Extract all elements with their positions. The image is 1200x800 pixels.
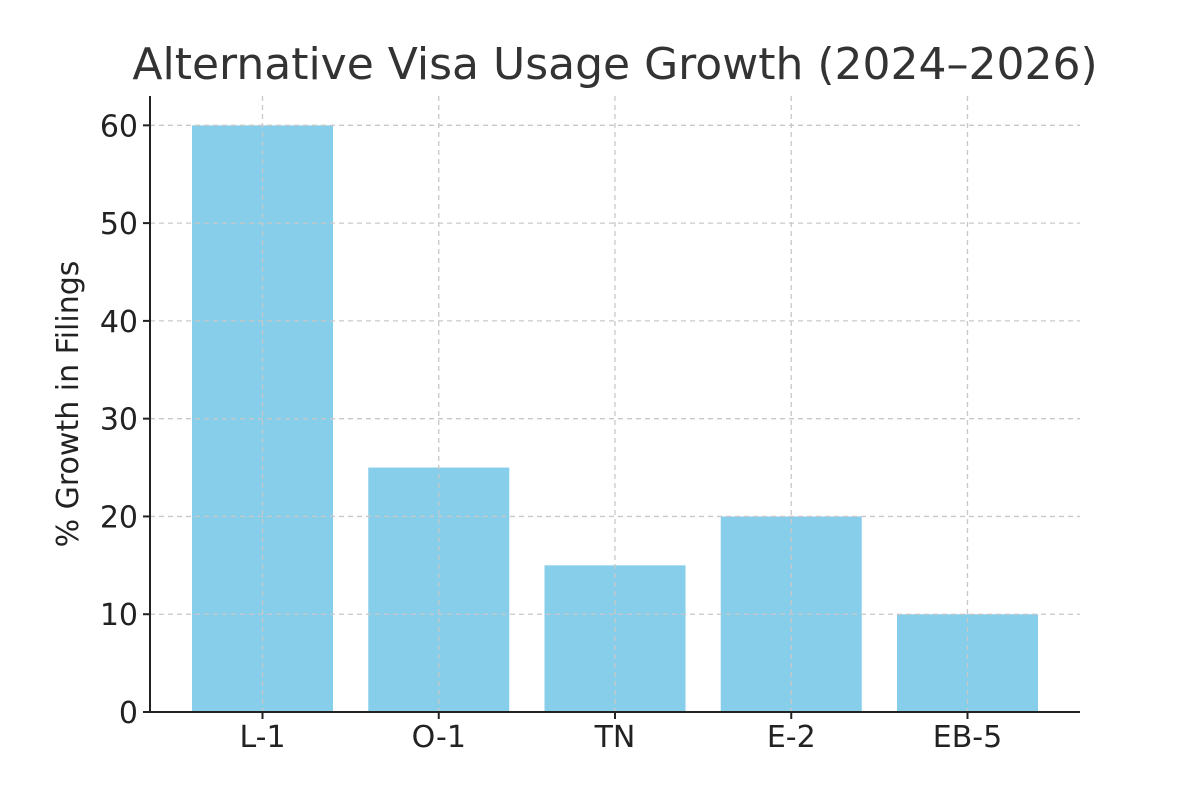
y-tick-label-40: 40 xyxy=(100,305,138,340)
x-tick-label-o-1: O-1 xyxy=(412,720,466,755)
y-axis-label: % Growth in Filings xyxy=(51,261,86,548)
y-tick-label-60: 60 xyxy=(100,109,138,144)
y-tick-label-50: 50 xyxy=(100,207,138,242)
y-tick-label-30: 30 xyxy=(100,403,138,438)
chart-title: Alternative Visa Usage Growth (2024–2026… xyxy=(132,39,1097,90)
tick-labels: 0 10 20 30 40 50 60 L-1 O-1 TN E-2 EB-5 xyxy=(100,109,1002,755)
y-tick-label-0: 0 xyxy=(119,696,138,731)
x-tick-label-e-2: E-2 xyxy=(767,720,816,755)
x-tick-label-eb-5: EB-5 xyxy=(933,720,1002,755)
y-tick-label-10: 10 xyxy=(100,598,138,633)
bar-o-1 xyxy=(368,467,510,712)
x-tick-label-tn: TN xyxy=(594,720,636,755)
grid xyxy=(150,96,1080,712)
x-tick-label-l-1: L-1 xyxy=(239,720,285,755)
axes xyxy=(143,96,1080,719)
y-tick-label-20: 20 xyxy=(100,500,138,535)
